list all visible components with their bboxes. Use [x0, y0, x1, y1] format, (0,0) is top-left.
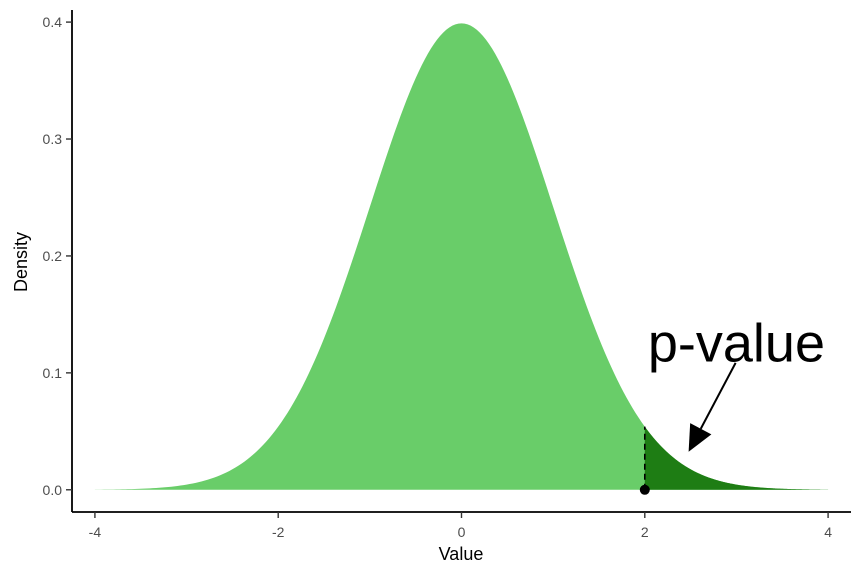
- density-area: [94, 23, 829, 490]
- axes: -4 -2 0 2 4 0.0 0.1 0.2 0.3 0.4: [43, 10, 851, 540]
- x-tick-label: 2: [641, 524, 649, 540]
- y-axis-title: Density: [11, 232, 31, 292]
- x-axis-ticks: -4 -2 0 2 4: [89, 512, 832, 540]
- annotation: p-value: [648, 314, 825, 452]
- p-value-annotation-text: p-value: [648, 314, 825, 374]
- y-tick-label: 0.1: [43, 365, 63, 381]
- y-axis-ticks: 0.0 0.1 0.2 0.3 0.4: [43, 14, 72, 498]
- y-tick-label: 0.2: [43, 248, 63, 264]
- x-tick-label: -2: [272, 524, 285, 540]
- cutoff-point: [639, 484, 650, 495]
- y-tick-label: 0.4: [43, 14, 63, 30]
- x-tick-label: -4: [89, 524, 102, 540]
- x-tick-label: 0: [458, 524, 466, 540]
- plot-area: [94, 23, 829, 495]
- annotation-arrow-head: [688, 423, 712, 452]
- y-tick-label: 0.0: [43, 482, 63, 498]
- x-tick-label: 4: [824, 524, 832, 540]
- annotation-arrow-line: [699, 362, 737, 430]
- x-axis-title: Value: [439, 544, 484, 564]
- p-value-tail-area: [644, 426, 829, 490]
- y-tick-label: 0.3: [43, 131, 63, 147]
